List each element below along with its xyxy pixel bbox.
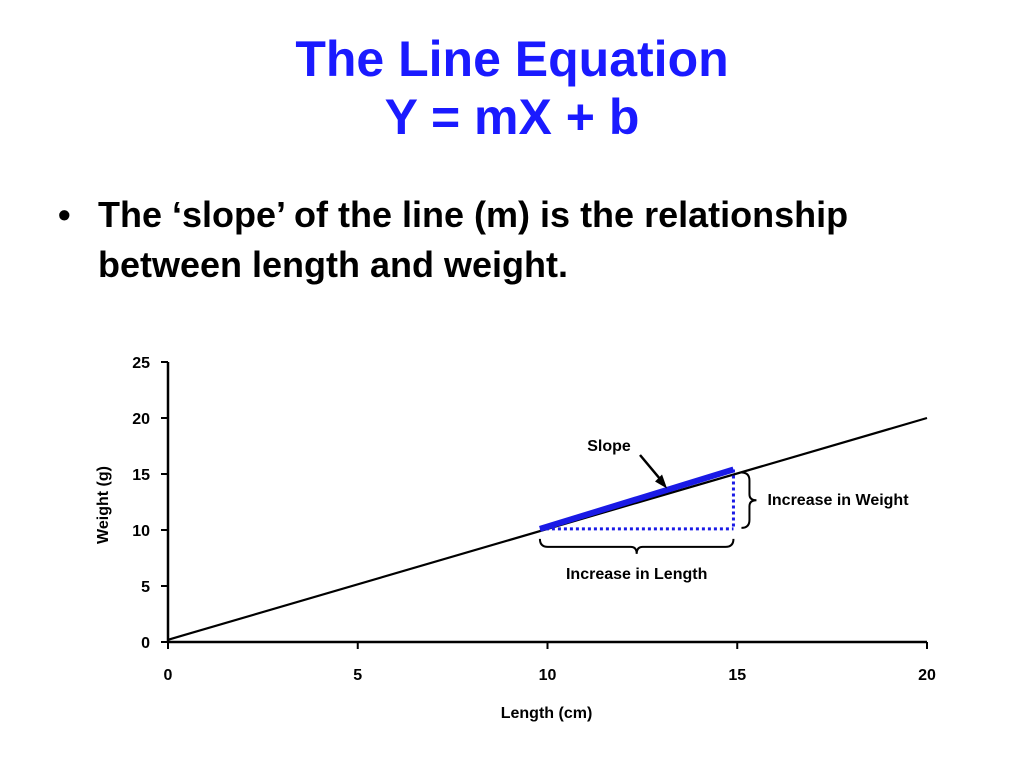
bullet-icon: • — [58, 194, 71, 235]
slope-segment — [539, 466, 735, 532]
y-axis-title: Weight (g) — [95, 466, 112, 544]
y-tick-label: 20 — [132, 411, 150, 428]
x-tick-label: 10 — [539, 667, 557, 684]
length-brace — [538, 538, 735, 554]
x-tick-label: 0 — [164, 667, 173, 684]
slope-arrow-head — [655, 474, 668, 489]
chart-axes: 0 5 10 15 20 25 0 5 10 15 20 Length (cm) Weight (g) — [95, 355, 936, 722]
slope-label: Slope — [587, 438, 631, 455]
title-line-1: The Line Equation — [295, 31, 729, 87]
increase-in-length-label: Increase in Length — [566, 566, 707, 583]
bullet-text: The ‘slope’ of the line (m) is the relat… — [98, 194, 849, 285]
bullet-point: • The ‘slope’ of the line (m) is the rel… — [58, 190, 998, 290]
slide-title: The Line Equation Y = mX + b — [0, 30, 1024, 146]
chart-marks — [167, 416, 928, 641]
y-tick-label: 10 — [132, 523, 150, 540]
y-tick-label: 15 — [132, 467, 150, 484]
y-tick-label: 25 — [132, 355, 150, 372]
x-axis-title: Length (cm) — [501, 705, 593, 722]
increase-in-weight-label: Increase in Weight — [767, 492, 909, 509]
chart-annotations: Slope Increase in Weight Increase in Lengt… — [538, 438, 909, 583]
weight-brace — [741, 471, 757, 529]
x-tick-label: 20 — [918, 667, 936, 684]
x-tick-label: 5 — [353, 667, 362, 684]
y-tick-label: 0 — [141, 635, 150, 652]
y-tick-label: 5 — [141, 579, 150, 596]
x-tick-label: 15 — [728, 667, 746, 684]
title-equation: Y = mX + b — [384, 89, 640, 145]
